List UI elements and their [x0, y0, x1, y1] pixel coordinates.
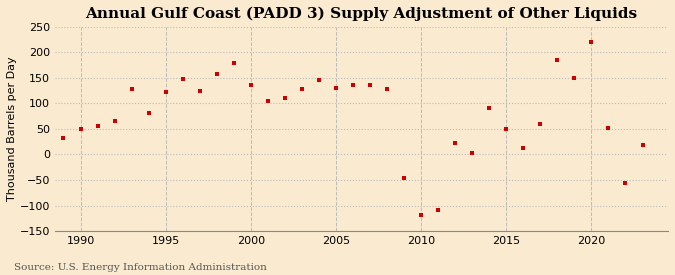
Point — [194, 88, 205, 93]
Y-axis label: Thousand Barrels per Day: Thousand Barrels per Day — [7, 57, 17, 201]
Title: Annual Gulf Coast (PADD 3) Supply Adjustment of Other Liquids: Annual Gulf Coast (PADD 3) Supply Adjust… — [86, 7, 638, 21]
Point — [501, 127, 512, 131]
Point — [296, 87, 307, 91]
Point — [603, 126, 614, 130]
Point — [92, 124, 103, 129]
Point — [381, 87, 392, 91]
Point — [126, 87, 137, 91]
Point — [569, 76, 580, 80]
Point — [467, 151, 478, 155]
Point — [484, 106, 495, 111]
Point — [535, 122, 545, 126]
Point — [228, 61, 239, 66]
Point — [263, 99, 273, 103]
Point — [637, 143, 648, 147]
Point — [416, 213, 427, 217]
Point — [348, 83, 358, 88]
Point — [364, 83, 375, 88]
Point — [450, 141, 460, 145]
Point — [433, 208, 443, 212]
Point — [178, 77, 188, 81]
Point — [279, 96, 290, 100]
Point — [313, 78, 324, 82]
Point — [246, 83, 256, 88]
Point — [518, 146, 529, 150]
Point — [586, 40, 597, 44]
Point — [143, 110, 154, 115]
Point — [211, 72, 222, 76]
Point — [399, 175, 410, 180]
Point — [75, 127, 86, 131]
Point — [109, 119, 120, 123]
Point — [552, 58, 563, 62]
Point — [58, 135, 69, 140]
Point — [331, 86, 342, 90]
Point — [160, 90, 171, 94]
Text: Source: U.S. Energy Information Administration: Source: U.S. Energy Information Administ… — [14, 263, 267, 271]
Point — [620, 180, 631, 185]
